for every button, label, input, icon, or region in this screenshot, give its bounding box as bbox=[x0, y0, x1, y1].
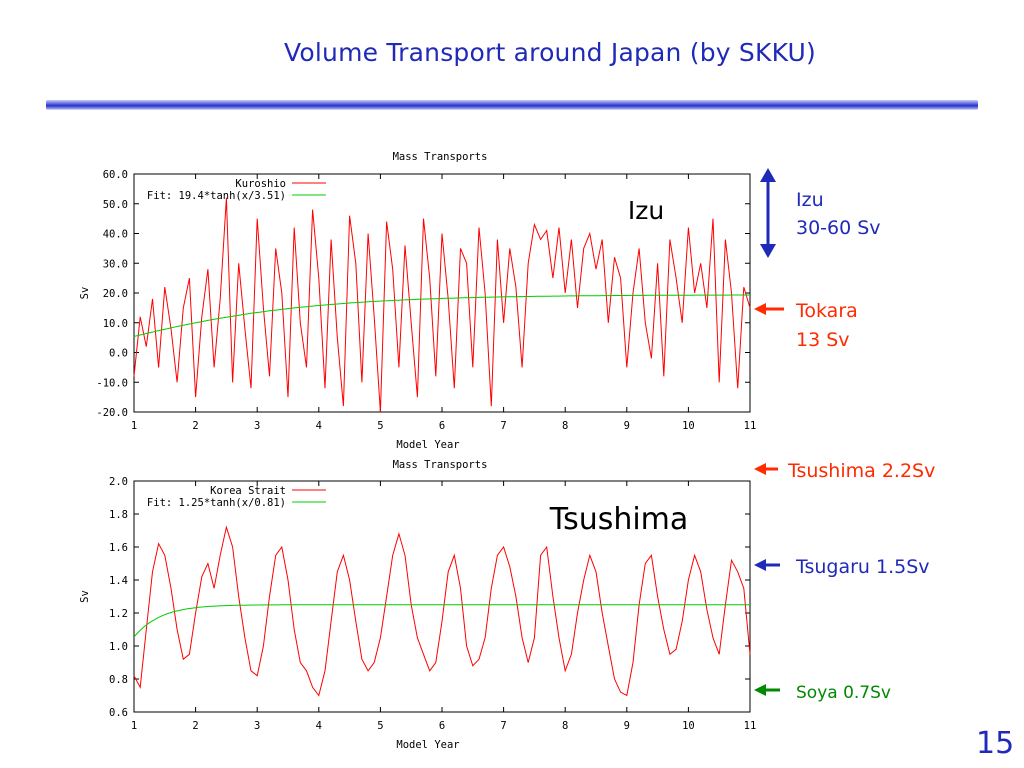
y-tick-label: 0.6 bbox=[109, 707, 128, 719]
tsushima-annotation: Tsushima 2.2Sv bbox=[788, 460, 936, 482]
izu-value: 30-60 Sv bbox=[796, 217, 881, 239]
title-divider bbox=[46, 100, 978, 110]
x-tick-label: 3 bbox=[254, 720, 260, 732]
y-tick-label: 1.0 bbox=[109, 641, 128, 653]
x-tick-label: 8 bbox=[562, 720, 568, 732]
tokara-annotation: Tokara 13 Sv bbox=[796, 297, 858, 355]
x-tick-label: 7 bbox=[500, 720, 506, 732]
slide-title: Volume Transport around Japan (by SKKU) bbox=[284, 38, 816, 67]
data-series-line bbox=[133, 197, 751, 413]
x-tick-label: 5 bbox=[377, 720, 383, 732]
y-tick-label: 40.0 bbox=[103, 229, 128, 241]
x-axis-label: Model Year bbox=[396, 739, 459, 751]
x-tick-label: 4 bbox=[316, 420, 322, 432]
legend-label: Fit: 19.4*tanh(x/3.51) bbox=[147, 190, 286, 202]
fit-curve-line bbox=[133, 294, 750, 337]
izu-overlay-label: Izu bbox=[616, 192, 676, 230]
y-tick-label: 2.0 bbox=[109, 476, 128, 488]
tokara-name: Tokara bbox=[796, 300, 858, 322]
legend-label: Korea Strait bbox=[210, 485, 286, 497]
y-tick-label: -20.0 bbox=[96, 407, 128, 419]
izu-annotation: Izu 30-60 Sv bbox=[796, 186, 881, 242]
y-tick-label: 50.0 bbox=[103, 199, 128, 211]
page-number: 15 bbox=[976, 726, 1015, 761]
y-tick-label: 1.4 bbox=[109, 575, 128, 587]
x-tick-label: 11 bbox=[744, 420, 757, 432]
y-tick-label: 1.2 bbox=[109, 608, 128, 620]
y-axis-label: Sv bbox=[79, 590, 91, 603]
x-tick-label: 5 bbox=[377, 420, 383, 432]
y-tick-label: 0.0 bbox=[109, 348, 128, 360]
x-axis-label: Model Year bbox=[396, 439, 459, 451]
legend-label: Fit: 1.25*tanh(x/0.81) bbox=[147, 497, 286, 509]
legend-label: Kuroshio bbox=[235, 178, 286, 190]
x-tick-label: 11 bbox=[744, 720, 757, 732]
y-tick-label: 20.0 bbox=[103, 288, 128, 300]
tokara-value: 13 Sv bbox=[796, 329, 850, 351]
y-tick-label: 60.0 bbox=[103, 169, 128, 181]
tsushima-overlay-label: Tsushima bbox=[540, 494, 698, 546]
x-tick-label: 1 bbox=[131, 420, 137, 432]
x-tick-label: 6 bbox=[439, 720, 445, 732]
y-tick-label: 1.6 bbox=[109, 542, 128, 554]
x-tick-label: 4 bbox=[316, 720, 322, 732]
chart-title: Mass Transports bbox=[393, 151, 488, 163]
izu-range-arrow-icon bbox=[760, 168, 776, 258]
soya-annotation: Soya 0.7Sv bbox=[796, 683, 891, 703]
y-tick-label: 30.0 bbox=[103, 258, 128, 270]
izu-name: Izu bbox=[796, 189, 824, 211]
y-tick-label: 0.8 bbox=[109, 674, 128, 686]
x-tick-label: 2 bbox=[192, 720, 198, 732]
y-tick-label: 10.0 bbox=[103, 318, 128, 330]
x-tick-label: 2 bbox=[192, 420, 198, 432]
y-axis-label: Sv bbox=[79, 287, 91, 300]
y-tick-label: 1.8 bbox=[109, 509, 128, 521]
x-tick-label: 8 bbox=[562, 420, 568, 432]
tsugaru-arrow-icon bbox=[754, 559, 780, 571]
tsugaru-annotation: Tsugaru 1.5Sv bbox=[796, 556, 930, 578]
x-tick-label: 9 bbox=[624, 720, 630, 732]
soya-arrow-icon bbox=[754, 684, 780, 696]
x-tick-label: 7 bbox=[500, 420, 506, 432]
fit-curve-line bbox=[133, 604, 750, 638]
data-series-line bbox=[133, 525, 751, 697]
x-tick-label: 6 bbox=[439, 420, 445, 432]
x-tick-label: 3 bbox=[254, 420, 260, 432]
tokara-arrow-icon bbox=[754, 303, 784, 315]
y-tick-label: -10.0 bbox=[96, 377, 128, 389]
x-tick-label: 1 bbox=[131, 720, 137, 732]
x-tick-label: 10 bbox=[682, 720, 695, 732]
x-tick-label: 10 bbox=[682, 420, 695, 432]
tsushima-arrow-icon bbox=[754, 463, 778, 475]
chart-title: Mass Transports bbox=[393, 459, 488, 471]
x-tick-label: 9 bbox=[624, 420, 630, 432]
